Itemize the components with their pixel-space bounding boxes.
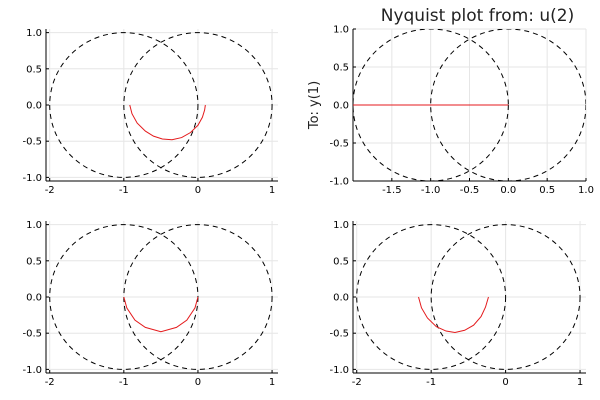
subplot-2: -1.5 -1.0 -0.5 0.0 0.5 1.0 1.0 0.5 0.0 -0.5 -1.0 Ny… — [307, 6, 594, 196]
y-tick-label: -0.5 — [329, 139, 349, 150]
reference-circle — [49, 32, 199, 178]
x-tick-label: -1 — [119, 377, 129, 388]
x-tick-label: -1 — [119, 185, 129, 196]
plot-title: Nyquist plot from: u(2) — [381, 6, 575, 26]
reference-circle — [356, 224, 507, 370]
y-tick-label: 1.0 — [26, 220, 42, 231]
y-tick-label: 0.5 — [333, 256, 349, 267]
x-tick-label: -2 — [45, 377, 55, 388]
x-tick-label: -1.0 — [421, 185, 441, 196]
y-tick-label: 1.0 — [333, 25, 349, 36]
x-tick-label: -1 — [426, 377, 436, 388]
x-tick-label: 1 — [577, 377, 583, 388]
nyquist-curve — [418, 296, 489, 333]
reference-circle — [123, 32, 273, 178]
y-axis-label: To: y(1) — [307, 81, 322, 130]
y-tick-label: 0.5 — [26, 64, 42, 75]
reference-circle — [430, 224, 581, 370]
y-tick-label: 0.5 — [26, 256, 42, 267]
x-tick-label: 1 — [269, 377, 275, 388]
nyquist-curve — [129, 104, 206, 141]
reference-circle — [123, 224, 273, 370]
x-tick-label: 0.5 — [539, 185, 555, 196]
y-tick-label: -0.5 — [22, 329, 42, 340]
subplot-3: -2 -1 0 1 1.0 0.5 0.0 -0.5 -1.0 — [22, 220, 278, 388]
y-tick-label: -1.0 — [22, 173, 42, 184]
x-tick-label: -1.5 — [382, 185, 402, 196]
x-tick-label: 1 — [269, 185, 275, 196]
x-tick-label: 0 — [502, 377, 508, 388]
x-tick-label: 1.0 — [578, 185, 594, 196]
nyquist-curve — [123, 296, 199, 333]
y-tick-label: 1.0 — [333, 220, 349, 231]
y-tick-label: -1.0 — [329, 177, 349, 188]
y-tick-label: 0.0 — [333, 101, 349, 112]
x-tick-label: 0 — [195, 185, 201, 196]
x-tick-label: 0.0 — [500, 185, 516, 196]
x-tick-label: -2 — [45, 185, 55, 196]
subplot-4: -2 -1 0 1 1.0 0.5 0.0 -0.5 -1.0 — [329, 220, 586, 388]
y-tick-label: 0.5 — [333, 63, 349, 74]
y-tick-label: 0.0 — [26, 101, 42, 112]
y-tick-label: 1.0 — [26, 28, 42, 39]
y-tick-label: -1.0 — [329, 365, 349, 376]
x-tick-label: -0.5 — [460, 185, 480, 196]
x-tick-label: 0 — [195, 377, 201, 388]
y-tick-label: -0.5 — [329, 329, 349, 340]
x-tick-label: -2 — [352, 377, 362, 388]
y-tick-label: -0.5 — [22, 137, 42, 148]
y-tick-label: 0.0 — [333, 293, 349, 304]
y-tick-label: -1.0 — [22, 365, 42, 376]
subplot-1: -2 -1 0 1 1.0 0.5 0.0 -0.5 -1.0 — [22, 28, 278, 196]
reference-circle — [353, 29, 509, 181]
y-tick-label: 0.0 — [26, 293, 42, 304]
